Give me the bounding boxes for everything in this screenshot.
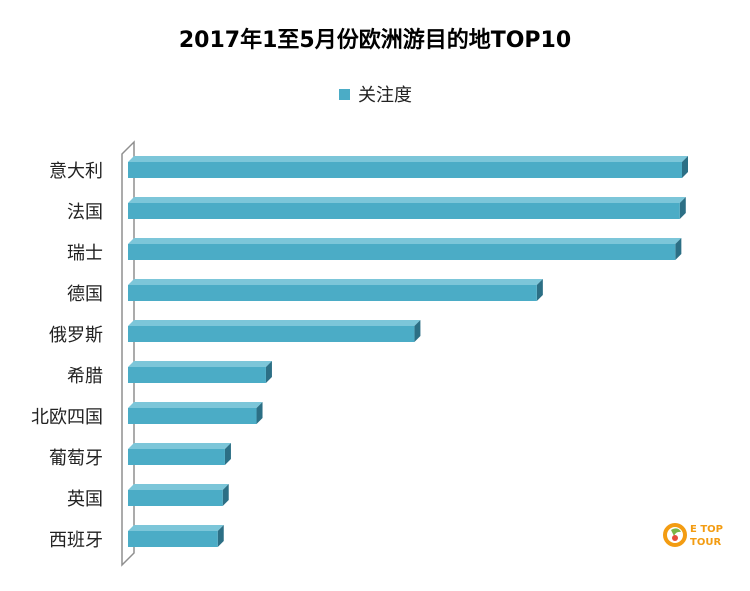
- category-label: 瑞士: [67, 243, 103, 264]
- category-label: 德国: [67, 284, 103, 305]
- bar: [128, 484, 229, 506]
- etop-tour-logo: E TOP TOUR: [663, 523, 723, 548]
- bar-front-face: [128, 408, 257, 424]
- bar-front-face: [128, 449, 225, 465]
- bar-top-face: [128, 320, 421, 326]
- bar-front-face: [128, 367, 266, 383]
- bar-top-face: [128, 361, 272, 367]
- bar-top-face: [128, 156, 688, 162]
- bar: [128, 443, 231, 465]
- bar-side-face: [222, 484, 229, 506]
- bar-side-face: [679, 197, 686, 219]
- bar-front-face: [128, 203, 680, 219]
- bar-side-face: [265, 361, 272, 383]
- category-label: 法国: [67, 202, 103, 223]
- category-label: 意大利: [49, 161, 103, 182]
- bar-top-face: [128, 484, 229, 490]
- legend: 关注度: [339, 82, 412, 106]
- bar-top-face: [128, 402, 263, 408]
- chart-title: 2017年1至5月份欧洲游目的地TOP10: [178, 28, 572, 53]
- bar-top-face: [128, 443, 231, 449]
- bar-front-face: [128, 326, 415, 342]
- bar-top-face: [128, 525, 224, 531]
- bar-side-face: [224, 443, 231, 465]
- bar-front-face: [128, 244, 676, 260]
- bar: [128, 279, 543, 301]
- bar: [128, 402, 263, 424]
- category-label: 葡萄牙: [49, 448, 103, 469]
- bar-top-face: [128, 197, 686, 203]
- bar-side-face: [414, 320, 421, 342]
- bars-group: [128, 156, 688, 547]
- legend-label: 关注度: [358, 85, 412, 106]
- bar: [128, 320, 421, 342]
- category-label: 俄罗斯: [49, 325, 103, 346]
- legend-swatch: [339, 88, 350, 100]
- category-label: 英国: [67, 489, 103, 510]
- bar: [128, 197, 686, 219]
- bar-front-face: [128, 162, 682, 178]
- bar-side-face: [536, 279, 543, 301]
- logo-text-line2: TOUR: [690, 537, 721, 548]
- bar-side-face: [675, 238, 682, 260]
- bar-front-face: [128, 531, 218, 547]
- bar-side-face: [217, 525, 224, 547]
- category-label: 西班牙: [49, 530, 103, 551]
- bar: [128, 238, 682, 260]
- logo-text-line1: E TOP: [690, 524, 723, 535]
- bar: [128, 156, 688, 178]
- bar-front-face: [128, 285, 537, 301]
- bar: [128, 525, 224, 547]
- bar-front-face: [128, 490, 223, 506]
- bar-top-face: [128, 279, 543, 285]
- bar-side-face: [682, 156, 688, 178]
- bar: [128, 361, 272, 383]
- bar-side-face: [256, 402, 263, 424]
- category-label: 希腊: [67, 366, 103, 387]
- bar-top-face: [128, 238, 682, 244]
- category-label: 北欧四国: [31, 407, 103, 428]
